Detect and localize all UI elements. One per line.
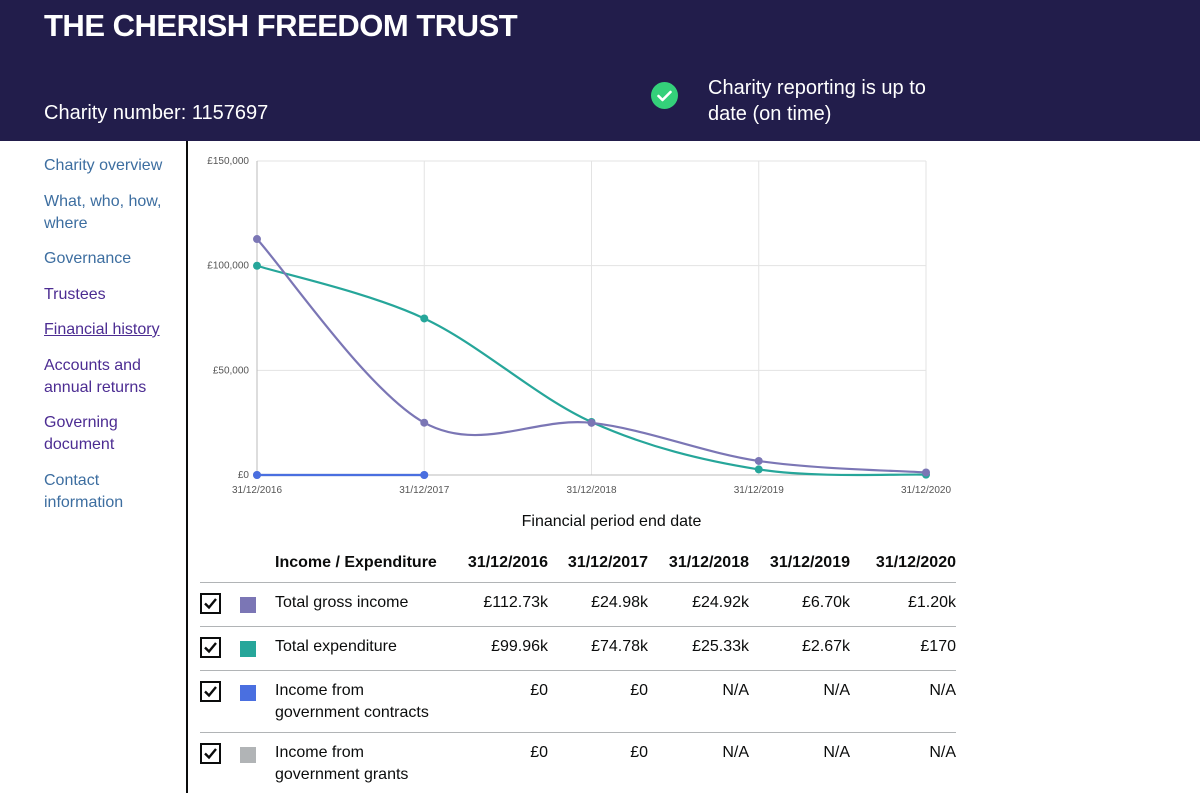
column-header-2016: 31/12/2016 [467, 554, 548, 571]
table-cell: £25.33k [692, 638, 749, 655]
charity-number: Charity number: 1157697 [44, 102, 269, 124]
column-header-2019: 31/12/2019 [769, 554, 850, 571]
content-divider [186, 141, 188, 793]
financial-history-chart: £0 £50,000 £100,000 £150,000 31/12/2016 31/12… [196, 150, 966, 540]
table-cell: £2.67k [801, 638, 850, 655]
sidebar-item-financial-history[interactable]: Financial history [44, 321, 160, 338]
table-cell: £74.78k [591, 638, 648, 655]
reporting-status: Charity reporting is up to date (on time… [708, 77, 926, 125]
series-toggle-checkbox[interactable] [200, 593, 221, 614]
data-point [922, 468, 930, 477]
page-header: THE CHERISH FREEDOM TRUST Charity number… [0, 0, 1200, 141]
data-point [420, 314, 429, 323]
table-cell: £0 [530, 682, 548, 699]
check-circle-icon [651, 82, 678, 109]
sidebar-item-what-who-how-where[interactable]: What, who, how, where [44, 192, 162, 232]
y-tick-label: £100,000 [207, 261, 249, 272]
series-color-swatch [240, 641, 256, 657]
table-cell: £24.98k [591, 594, 648, 611]
line-chart-svg: £0 £50,000 £100,000 £150,000 31/12/2016 31/12… [207, 156, 951, 530]
table-cell: £112.73k [483, 594, 548, 611]
sidebar-item-trustees[interactable]: Trustees [44, 285, 106, 303]
row-label: Income from government grants [275, 744, 409, 783]
table-cell: £6.70k [801, 594, 850, 611]
table-cell: £1.20k [907, 594, 956, 611]
table-cell: £0 [630, 682, 648, 699]
x-tick-label: 31/12/2016 [232, 485, 282, 496]
data-point [587, 418, 596, 427]
y-tick-label: £0 [238, 470, 250, 481]
series-color-swatch [240, 685, 256, 701]
series-toggle-checkbox[interactable] [200, 681, 221, 702]
table-cell: £170 [920, 638, 956, 655]
table-cell: £24.92k [692, 594, 749, 611]
table-row: Income from government contracts £0 £0 N… [200, 671, 956, 733]
table-cell: N/A [823, 744, 850, 761]
row-label: Income from government contracts [275, 682, 429, 721]
sidebar-item-accounts-and-annual-returns[interactable]: Accounts and annual returns [44, 356, 147, 396]
x-tick-label: 31/12/2017 [399, 485, 449, 496]
table-cell: N/A [929, 744, 956, 761]
table-cell: N/A [929, 682, 956, 699]
y-tick-label: £50,000 [213, 365, 250, 376]
y-tick-label: £150,000 [207, 156, 249, 167]
x-tick-label: 31/12/2018 [566, 485, 616, 496]
table-cell: £99.96k [491, 638, 548, 655]
x-tick-label: 31/12/2020 [901, 485, 951, 496]
table-cell: N/A [823, 682, 850, 699]
x-tick-label: 31/12/2019 [734, 485, 784, 496]
series-color-swatch [240, 597, 256, 613]
column-header-2018: 31/12/2018 [668, 554, 749, 571]
table-cell: £0 [530, 744, 548, 761]
column-header-2017: 31/12/2017 [567, 554, 648, 571]
data-point [253, 471, 261, 479]
data-point [253, 235, 261, 244]
data-point [754, 456, 763, 465]
table-cell: N/A [722, 744, 749, 761]
series-toggle-checkbox[interactable] [200, 637, 221, 658]
table-row: Income from government grants £0 £0 N/A … [200, 733, 956, 793]
series-color-swatch [240, 747, 256, 763]
sidebar-item-charity-overview[interactable]: Charity overview [44, 157, 163, 174]
row-label: Total gross income [275, 594, 409, 611]
table-header-row: Income / Expenditure 31/12/2016 31/12/20… [200, 548, 956, 583]
data-point [754, 465, 763, 474]
sidebar-nav: Charity overview What, who, how, where G… [44, 155, 176, 527]
column-header-2020: 31/12/2020 [875, 554, 956, 571]
sidebar-item-contact-information[interactable]: Contact information [44, 471, 124, 511]
sidebar-item-governing-document[interactable]: Governing document [44, 414, 118, 453]
series-toggle-checkbox[interactable] [200, 743, 221, 764]
series-line [256, 238, 927, 474]
data-point [420, 471, 429, 479]
data-point [253, 261, 261, 270]
financial-table: Income / Expenditure 31/12/2016 31/12/20… [200, 548, 956, 793]
sidebar-item-governance[interactable]: Governance [44, 250, 132, 267]
table-cell: £0 [630, 744, 648, 761]
table-row: Total expenditure £99.96k £74.78k £25.33… [200, 627, 956, 671]
table-row: Total gross income £112.73k £24.98k £24.… [200, 583, 956, 627]
table-cell: N/A [722, 682, 749, 699]
data-point [420, 418, 429, 427]
x-axis-title: Financial period end date [522, 513, 702, 530]
row-label: Total expenditure [275, 638, 397, 655]
column-header-income-expenditure: Income / Expenditure [275, 554, 437, 571]
charity-title: THE CHERISH FREEDOM TRUST [44, 8, 518, 43]
